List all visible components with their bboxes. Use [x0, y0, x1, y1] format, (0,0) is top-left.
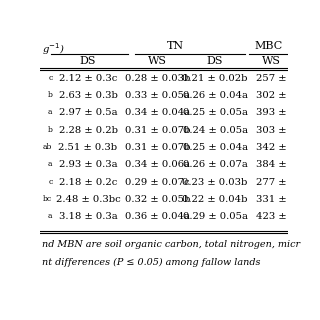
Text: nt differences (P ≤ 0.05) among fallow lands: nt differences (P ≤ 0.05) among fallow l…: [42, 258, 260, 268]
Text: WS: WS: [261, 56, 280, 66]
Text: 2.28 ± 0.2b: 2.28 ± 0.2b: [59, 126, 117, 135]
Text: a: a: [48, 108, 52, 116]
Text: 3.18 ± 0.3a: 3.18 ± 0.3a: [59, 212, 117, 221]
Text: 2.63 ± 0.3b: 2.63 ± 0.3b: [59, 91, 117, 100]
Text: 0.29 ± 0.05a: 0.29 ± 0.05a: [183, 212, 248, 221]
Text: WS: WS: [148, 56, 167, 66]
Text: 0.31 ± 0.07b: 0.31 ± 0.07b: [125, 126, 190, 135]
Text: 0.32 ± 0.05b: 0.32 ± 0.05b: [125, 195, 190, 204]
Text: 0.29 ± 0.07c: 0.29 ± 0.07c: [125, 178, 190, 187]
Text: 2.18 ± 0.2c: 2.18 ± 0.2c: [59, 178, 117, 187]
Text: 0.33 ± 0.05a: 0.33 ± 0.05a: [125, 91, 190, 100]
Text: 0.25 ± 0.05a: 0.25 ± 0.05a: [183, 108, 248, 117]
Text: 0.31 ± 0.07b: 0.31 ± 0.07b: [125, 143, 190, 152]
Text: 0.24 ± 0.05a: 0.24 ± 0.05a: [183, 126, 248, 135]
Text: a: a: [48, 160, 52, 168]
Text: c: c: [48, 178, 52, 186]
Text: 0.28 ± 0.03b: 0.28 ± 0.03b: [125, 74, 190, 83]
Text: 0.36 ± 0.04a: 0.36 ± 0.04a: [125, 212, 190, 221]
Text: 257 ±: 257 ±: [256, 74, 286, 83]
Text: 0.22 ± 0.04b: 0.22 ± 0.04b: [182, 195, 248, 204]
Text: c: c: [48, 74, 52, 82]
Text: b: b: [48, 126, 52, 134]
Text: 0.34 ± 0.04a: 0.34 ± 0.04a: [125, 108, 190, 117]
Text: 423 ±: 423 ±: [256, 212, 286, 221]
Text: 0.34 ± 0.06a: 0.34 ± 0.06a: [125, 160, 190, 170]
Text: 342 ±: 342 ±: [256, 143, 286, 152]
Text: b: b: [48, 91, 52, 99]
Text: 393 ±: 393 ±: [256, 108, 286, 117]
Text: DS: DS: [207, 56, 223, 66]
Text: 277 ±: 277 ±: [256, 178, 286, 187]
Text: 2.51 ± 0.3b: 2.51 ± 0.3b: [59, 143, 118, 152]
Text: 2.12 ± 0.3c: 2.12 ± 0.3c: [59, 74, 117, 83]
Text: 0.23 ± 0.03b: 0.23 ± 0.03b: [182, 178, 248, 187]
Text: nd MBN are soil organic carbon, total nitrogen, micr: nd MBN are soil organic carbon, total ni…: [42, 240, 300, 249]
Text: 2.93 ± 0.3a: 2.93 ± 0.3a: [59, 160, 117, 170]
Text: a: a: [48, 212, 52, 220]
Text: 2.48 ± 0.3bc: 2.48 ± 0.3bc: [56, 195, 120, 204]
Text: 303 ±: 303 ±: [256, 126, 286, 135]
Text: TN: TN: [167, 42, 184, 52]
Text: 0.26 ± 0.04a: 0.26 ± 0.04a: [183, 91, 248, 100]
Text: 302 ±: 302 ±: [256, 91, 286, 100]
Text: 0.25 ± 0.04a: 0.25 ± 0.04a: [183, 143, 248, 152]
Text: 0.21 ± 0.02b: 0.21 ± 0.02b: [182, 74, 248, 83]
Text: 331 ±: 331 ±: [256, 195, 286, 204]
Text: g$^{-1}$): g$^{-1}$): [42, 42, 64, 57]
Text: 2.97 ± 0.5a: 2.97 ± 0.5a: [59, 108, 117, 117]
Text: MBC: MBC: [254, 42, 283, 52]
Text: ab: ab: [43, 143, 52, 151]
Text: 0.26 ± 0.07a: 0.26 ± 0.07a: [183, 160, 248, 170]
Text: bc: bc: [43, 195, 52, 203]
Text: 384 ±: 384 ±: [256, 160, 286, 170]
Text: DS: DS: [80, 56, 96, 66]
